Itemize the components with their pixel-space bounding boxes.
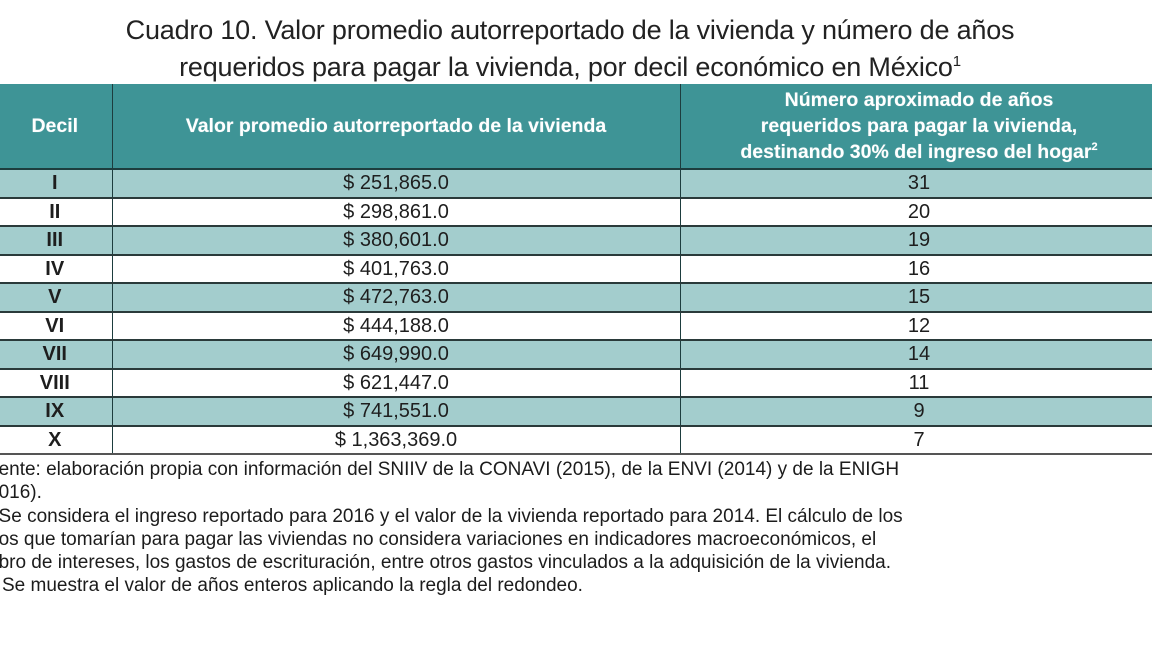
cell-anios: 9	[679, 397, 1152, 427]
column-header-anios: Número aproximado de años requeridos par…	[679, 84, 1152, 170]
source-note-line-2: 2016).	[0, 482, 42, 504]
cell-anios: 12	[679, 311, 1152, 341]
header-anios-line-1: Número aproximado de años	[784, 89, 1054, 111]
footnote-2-line-1: Se muestra el valor de años enteros apli…	[2, 575, 583, 597]
cell-anios: 11	[679, 368, 1152, 398]
table-row: II $ 298,861.0 20	[0, 197, 1152, 227]
cell-decil: IX	[0, 397, 113, 427]
cell-valor: $ 251,865.0	[111, 169, 681, 199]
footnote-1-line-2: ños que tomarían para pagar las vivienda…	[0, 528, 877, 550]
header-footnote-marker: 2	[1091, 141, 1098, 153]
table-row: VI $ 444,188.0 12	[0, 311, 1152, 341]
table-notes: uente: elaboración propia con informació…	[0, 458, 1152, 598]
table-row: IV $ 401,763.0 16	[0, 254, 1152, 284]
cell-valor: $ 401,763.0	[111, 254, 681, 284]
cell-decil: VIII	[0, 368, 113, 398]
cell-anios: 19	[679, 226, 1152, 256]
cell-valor: $ 444,188.0	[111, 311, 681, 341]
cell-anios: 20	[679, 197, 1152, 227]
footnote-1-line-3: obro de intereses, los gastos de escritu…	[0, 552, 892, 574]
cell-valor: $ 741,551.0	[111, 397, 681, 427]
table-row: I $ 251,865.0 31	[0, 169, 1152, 199]
header-anios-line-2: requeridos para pagar la vivienda,	[760, 115, 1078, 137]
table-row: IX $ 741,551.0 9	[0, 397, 1152, 427]
cell-decil: IV	[0, 254, 113, 284]
cell-valor: $ 298,861.0	[111, 197, 681, 227]
cell-valor: $ 380,601.0	[111, 226, 681, 256]
cell-valor: $ 472,763.0	[111, 283, 681, 313]
cell-anios: 31	[679, 169, 1152, 199]
table-row: III $ 380,601.0 19	[0, 226, 1152, 256]
cell-valor: $ 649,990.0	[111, 340, 681, 370]
table-title-line-2: requeridos para pagar la vivienda, por d…	[0, 49, 1140, 85]
cell-decil: III	[0, 226, 113, 256]
cell-decil: V	[0, 283, 113, 313]
cell-anios: 7	[679, 425, 1152, 455]
table-header-row: Decil Valor promedio autorreportado de l…	[0, 84, 1152, 170]
cell-anios: 16	[679, 254, 1152, 284]
header-anios-line-3: destinando 30% del ingreso del hogar	[740, 141, 1092, 163]
source-note-line-1: uente: elaboración propia con informació…	[0, 459, 900, 480]
decile-housing-table: Decil Valor promedio autorreportado de l…	[0, 84, 1152, 455]
table-title-line-1: Cuadro 10. Valor promedio autorreportado…	[0, 12, 1140, 48]
table-row: VIII $ 621,447.0 11	[0, 368, 1152, 398]
cell-decil: VI	[0, 311, 113, 341]
title-text-2: requeridos para pagar la vivienda, por d…	[179, 52, 953, 82]
table-row: X $ 1,363,369.0 7	[0, 425, 1152, 455]
title-footnote-marker: 1	[952, 53, 961, 70]
cell-valor: $ 1,363,369.0	[111, 425, 681, 455]
cell-decil: II	[0, 197, 113, 227]
cell-decil: VII	[0, 340, 113, 370]
cell-anios: 14	[679, 340, 1152, 370]
cell-anios: 15	[679, 283, 1152, 313]
column-header-valor: Valor promedio autorreportado de la vivi…	[111, 84, 681, 170]
column-header-decil: Decil	[0, 84, 113, 170]
cell-valor: $ 621,447.0	[111, 368, 681, 398]
title-text-1: Cuadro 10. Valor promedio autorreportado…	[125, 15, 1015, 45]
footnote-1-line-1: . Se considera el ingreso reportado para…	[0, 505, 903, 527]
table-row: VII $ 649,990.0 14	[0, 340, 1152, 370]
table-row: V $ 472,763.0 15	[0, 283, 1152, 313]
cell-decil: I	[0, 169, 113, 199]
cell-decil: X	[0, 425, 113, 455]
